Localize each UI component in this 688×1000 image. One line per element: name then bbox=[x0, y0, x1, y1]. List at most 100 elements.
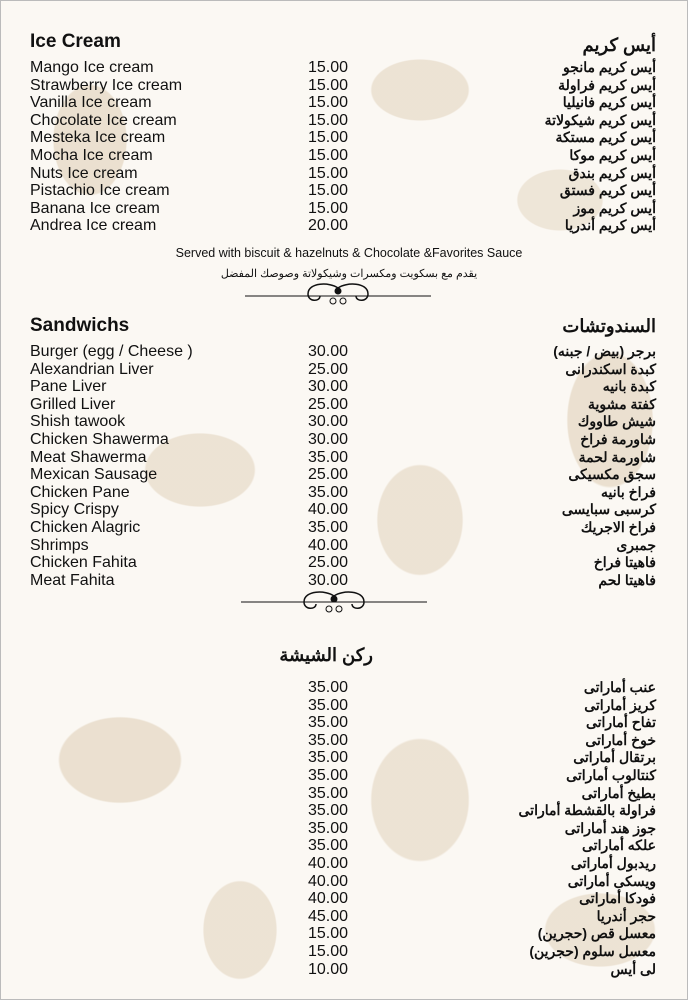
menu-item-price: 45.00 bbox=[308, 907, 349, 925]
item-price: 30.00 bbox=[308, 430, 349, 448]
item-name-ar: أيس كريم أندريا bbox=[564, 217, 656, 234]
item-name-ar: معسل قص (حجرين) bbox=[537, 925, 656, 942]
item-name-en: Pane Liver bbox=[30, 378, 107, 396]
ice-cream-list-ar: أيس كريم مانجو أيس كريم فراولة أيس كريم فا… bbox=[456, 59, 656, 235]
item-price: 15.00 bbox=[308, 76, 349, 94]
item-name-en: Chicken Shawerma bbox=[30, 430, 169, 448]
menu-item-price: 15.00 bbox=[308, 942, 349, 960]
menu-item-price: 40.00 bbox=[308, 872, 349, 890]
item-price: 40.00 bbox=[308, 501, 349, 519]
menu-item-price: 35.00 bbox=[308, 784, 349, 802]
item-name-ar: ريدبول أماراتى bbox=[570, 854, 656, 871]
item-price: 30.00 bbox=[308, 571, 349, 589]
ornament-divider bbox=[245, 283, 431, 305]
item-name-ar: كبدة اسكندرانى bbox=[565, 360, 656, 377]
item-name-en: Shish tawook bbox=[30, 413, 126, 431]
item-price: 35.00 bbox=[308, 518, 349, 536]
item-name-en: Spicy Crispy bbox=[30, 501, 119, 519]
item-name-ar: سجق مكسيكى bbox=[568, 466, 656, 483]
item-name-ar: فاهيتا لحم bbox=[598, 571, 656, 588]
item-name-en: Burger (egg / Cheese ) bbox=[30, 343, 193, 360]
item-name-ar: أيس كريم مانجو bbox=[563, 59, 656, 75]
item-price: 30.00 bbox=[308, 343, 349, 360]
menu-item-price: 35.00 bbox=[308, 679, 349, 696]
item-name-ar: أيس كريم فستق bbox=[559, 182, 656, 199]
menu-item-price: 35.00 bbox=[308, 766, 349, 784]
item-name-ar: فودكا أماراتى bbox=[579, 890, 656, 907]
item-name-en: Chocolate Ice cream bbox=[30, 111, 177, 129]
item-price: 15.00 bbox=[308, 146, 349, 164]
menu-item: Shish tawook 30.00 bbox=[30, 413, 348, 431]
menu-item-price: 35.00 bbox=[308, 837, 349, 855]
item-price: 25.00 bbox=[308, 554, 349, 572]
item-name-ar: معسل سلوم (حجرين) bbox=[529, 942, 656, 959]
item-price: 15.00 bbox=[308, 59, 349, 76]
shisha-list-ar: عنب أماراتى كريز أماراتى تفاح أماراتى خوخ أ… bbox=[456, 679, 656, 978]
item-name-ar: فراخ الاجريك bbox=[580, 518, 656, 535]
item-name-ar: فاهيتا فراخ bbox=[593, 554, 656, 571]
menu-item: Strawberry Ice cream 15.00 bbox=[30, 76, 348, 95]
sandwiches-list: Burger (egg / Cheese ) 30.00 Alexandrian L… bbox=[30, 343, 348, 589]
menu-item-price: 15.00 bbox=[308, 925, 349, 943]
item-name-ar: كبدة بانيه bbox=[602, 378, 656, 395]
item-name-ar: خوخ أماراتى bbox=[585, 731, 656, 748]
item-name-ar: شاورمة لحمة bbox=[578, 448, 656, 465]
item-name-en: Chicken Fahita bbox=[30, 554, 137, 572]
menu-item: Vanilla Ice cream 15.00 bbox=[30, 94, 348, 112]
item-price: 15.00 bbox=[308, 129, 349, 147]
menu-item-price: 35.00 bbox=[308, 802, 349, 820]
item-name-ar: فراولة بالقشطة أماراتى bbox=[518, 802, 656, 819]
menu-item-price: 40.00 bbox=[308, 854, 349, 872]
menu-item: Shrimps 40.00 bbox=[30, 537, 348, 555]
item-name-en: Meat Fahita bbox=[30, 571, 115, 589]
menu-item: Banana Ice cream 15.00 bbox=[30, 199, 348, 218]
item-name-en: Mexican Sausage bbox=[30, 466, 158, 484]
item-name-ar: أيس كريم موكا bbox=[569, 146, 656, 163]
item-price: 25.00 bbox=[308, 395, 349, 413]
menu-item: Spicy Crispy 40.00 bbox=[30, 501, 348, 519]
item-name-ar: حجر أندريا bbox=[596, 907, 656, 924]
menu-item: Meat Shawerma 35.00 bbox=[30, 448, 348, 467]
menu-item-price: 35.00 bbox=[308, 714, 349, 732]
item-name-en: Grilled Liver bbox=[30, 395, 116, 413]
item-name-ar: كرسبى سبايسى bbox=[561, 501, 656, 518]
item-name-en: Banana Ice cream bbox=[30, 199, 160, 217]
item-name-en: Vanilla Ice cream bbox=[30, 94, 152, 112]
item-name-ar: جوز هند أماراتى bbox=[564, 819, 656, 836]
item-name-en: Meat Shawerma bbox=[30, 448, 147, 466]
item-name-ar: لى أيس bbox=[610, 960, 656, 977]
item-price: 35.00 bbox=[308, 483, 349, 501]
item-name-ar: برتقال أماراتى bbox=[573, 749, 656, 766]
menu-item-price: 10.00 bbox=[308, 960, 349, 978]
ice-cream-list: Mango Ice cream 15.00 Strawberry Ice cream… bbox=[30, 59, 348, 235]
shisha-title-ar: ركن الشيشة bbox=[279, 645, 373, 665]
item-name-ar: كنتالوب أماراتى bbox=[566, 766, 656, 783]
item-name-en: Mesteka Ice cream bbox=[30, 129, 166, 147]
ornament-divider bbox=[241, 591, 427, 613]
menu-item-price: 40.00 bbox=[308, 890, 349, 908]
menu-item: Alexandrian Liver 25.00 bbox=[30, 360, 348, 379]
menu-item: Pane Liver 30.00 bbox=[30, 378, 348, 396]
item-name-en: Chicken Pane bbox=[30, 483, 130, 501]
item-price: 35.00 bbox=[308, 448, 349, 466]
item-name-en: Nuts Ice cream bbox=[30, 164, 138, 182]
shisha-prices: 35.00 35.00 35.00 35.00 35.00 35.00 35.00 35.00… bbox=[308, 679, 368, 978]
menu-item-price: 35.00 bbox=[308, 819, 349, 837]
item-price: 15.00 bbox=[308, 164, 349, 182]
item-price: 15.00 bbox=[308, 182, 349, 200]
item-name-en: Mocha Ice cream bbox=[30, 146, 153, 164]
item-name-en: Strawberry Ice cream bbox=[30, 76, 183, 94]
item-name-ar: عنب أماراتى bbox=[583, 679, 656, 695]
item-name-ar: برجر (بيض / جبنه) bbox=[553, 343, 656, 359]
menu-item-price: 35.00 bbox=[308, 696, 349, 714]
sandwiches-title-en: Sandwichs bbox=[30, 315, 130, 336]
item-name-en: Alexandrian Liver bbox=[30, 360, 154, 378]
menu-item: Grilled Liver 25.00 bbox=[30, 395, 348, 414]
item-price: 30.00 bbox=[308, 378, 349, 396]
item-name-en: Chicken Alagric bbox=[30, 518, 141, 536]
menu-item: Mesteka Ice cream 15.00 bbox=[30, 129, 348, 147]
ice-cream-note-en: Served with biscuit & hazelnuts & Chocol… bbox=[175, 246, 523, 260]
item-price: 20.00 bbox=[308, 217, 349, 235]
menu-item: Mango Ice cream 15.00 bbox=[30, 59, 348, 77]
